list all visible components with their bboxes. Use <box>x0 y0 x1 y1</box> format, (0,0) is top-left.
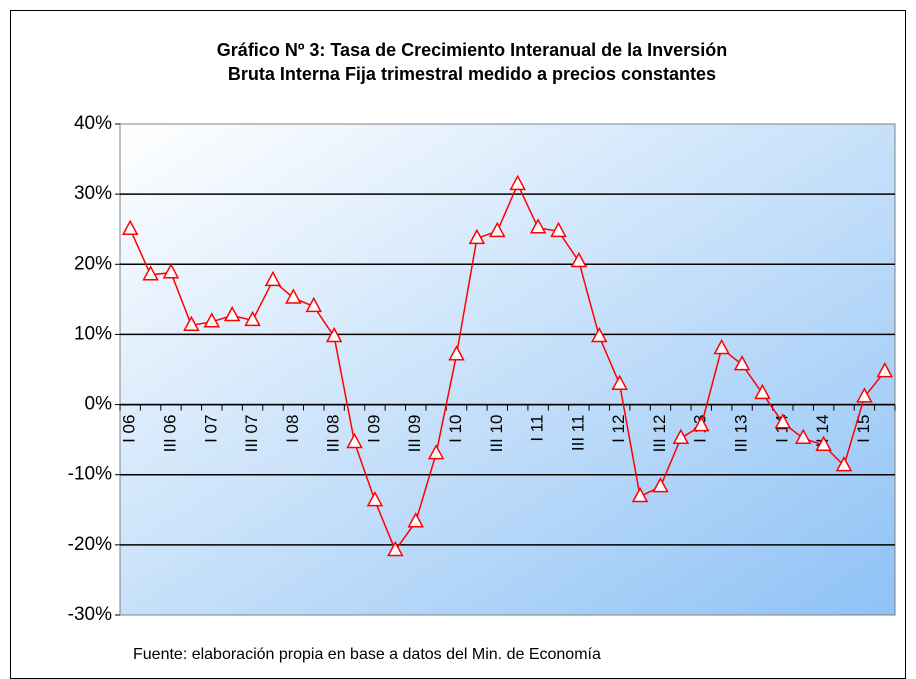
data-marker <box>183 315 200 332</box>
y-tick-label: -20% <box>68 534 112 555</box>
data-marker <box>794 428 812 444</box>
y-tick-label: 0% <box>85 394 113 415</box>
data-marker <box>162 263 180 279</box>
data-marker <box>407 512 424 528</box>
data-marker <box>631 486 649 503</box>
data-marker <box>285 288 302 304</box>
x-tick-label: III 08 <box>324 415 343 453</box>
data-marker <box>733 355 751 371</box>
data-marker <box>203 312 221 328</box>
x-tick-label: I 07 <box>201 415 220 443</box>
data-marker <box>346 432 363 449</box>
y-tick-label: -30% <box>68 604 112 625</box>
x-tick-label: III 06 <box>160 415 179 453</box>
x-tick-label: III 12 <box>650 415 669 453</box>
data-marker <box>550 221 567 238</box>
y-tick-label: 20% <box>74 253 112 274</box>
y-tick-label: -10% <box>68 464 112 485</box>
x-tick-label: III 10 <box>487 415 506 453</box>
data-marker <box>244 310 261 327</box>
data-marker <box>387 540 404 557</box>
x-tick-label: I 09 <box>364 415 383 443</box>
data-marker <box>570 251 588 268</box>
data-marker <box>611 374 628 390</box>
x-tick-label: III 07 <box>242 415 261 453</box>
data-marker <box>591 326 608 343</box>
data-marker <box>835 456 853 472</box>
x-tick-label: III 09 <box>405 415 424 453</box>
x-tick-label: III 11 <box>568 415 587 452</box>
data-marker <box>489 221 506 238</box>
x-tick-label: III 13 <box>732 415 751 453</box>
data-marker <box>815 435 832 452</box>
data-marker <box>264 270 282 287</box>
data-marker <box>427 444 445 460</box>
data-marker <box>325 326 343 343</box>
data-marker <box>692 416 710 432</box>
data-marker <box>223 305 241 322</box>
data-marker <box>713 338 730 355</box>
y-tick-label: 30% <box>74 183 112 204</box>
data-marker <box>121 219 139 235</box>
data-marker <box>652 477 669 493</box>
series-line <box>129 182 886 553</box>
data-marker <box>672 428 690 444</box>
x-tick-label: I 12 <box>609 415 628 443</box>
data-marker <box>754 383 771 400</box>
chart-subtitle: Bruta Interna Fija trimestral medido a p… <box>228 64 716 84</box>
data-marker <box>509 174 526 191</box>
source-note: Fuente: elaboración propia en base a dat… <box>133 646 601 663</box>
x-tick-label: I 06 <box>120 415 139 443</box>
x-tick-label: I 08 <box>283 415 302 443</box>
data-marker <box>305 296 323 313</box>
data-marker <box>366 491 384 507</box>
x-tick-label: I 10 <box>446 415 465 443</box>
data-marker <box>468 228 486 245</box>
plot-area <box>119 123 896 616</box>
data-marker <box>856 387 873 403</box>
data-marker <box>876 362 894 378</box>
x-tick-label: I 11 <box>528 415 547 442</box>
data-marker <box>529 218 547 234</box>
x-tick-label: I 15 <box>854 415 873 443</box>
data-marker <box>142 265 159 281</box>
chart-title: Gráfico Nº 3: Tasa de Crecimiento Intera… <box>217 40 727 60</box>
data-marker <box>774 413 792 429</box>
y-tick-label: 40% <box>74 113 112 134</box>
data-marker <box>448 345 465 361</box>
y-tick-label: 10% <box>74 323 112 344</box>
